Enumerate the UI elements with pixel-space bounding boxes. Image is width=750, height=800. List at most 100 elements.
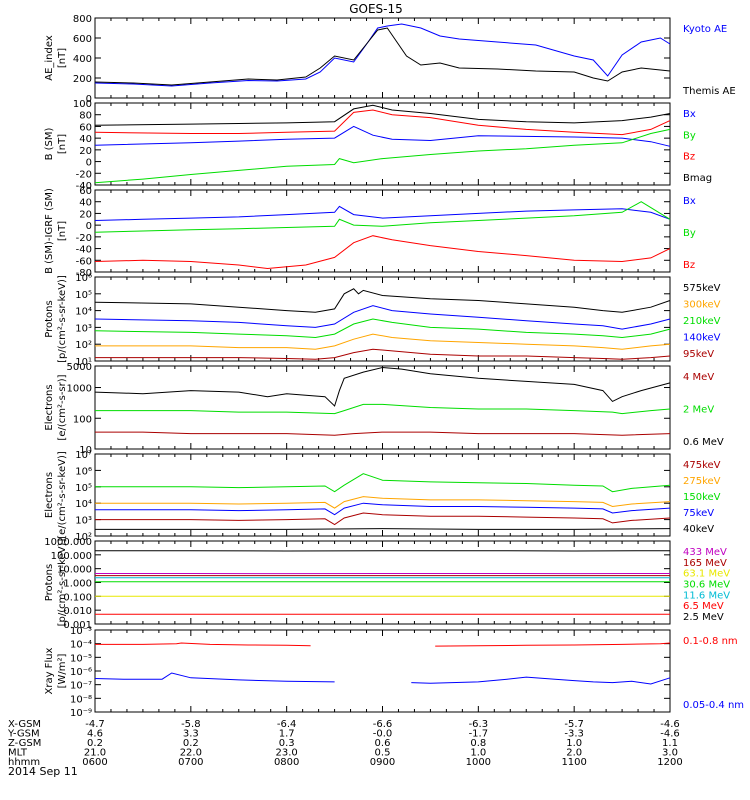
legend-label: 210keV [683, 316, 721, 327]
y-axis-label: [nT] [57, 134, 68, 154]
y-tick-label: -20 [76, 169, 92, 180]
legend-label: 140keV [683, 333, 721, 344]
legend-label: By [683, 130, 696, 141]
legend-label: 2.5 MeV [683, 612, 724, 623]
y-tick-label: 10³ [75, 323, 92, 334]
y-axis-label: Electrons [44, 472, 55, 518]
footer-value: 3.3 [183, 729, 199, 740]
y-tick-label: 10.000 [57, 565, 92, 576]
legend-label: Themis AE [682, 86, 736, 97]
legend-label: 63.1 MeV [683, 569, 730, 580]
y-tick-label: 40 [79, 134, 92, 145]
y-tick-label: 800 [73, 14, 92, 25]
panel-5: 10 100 1000 5000 Electrons [e/(cm²-s-sr)] 4 Me… [44, 362, 724, 456]
y-tick-label: 10⁶ [75, 466, 92, 477]
y-tick-label: 100.000 [51, 551, 92, 562]
y-tick-label: 0 [86, 158, 92, 169]
series-75kev [95, 502, 671, 516]
legend-label: 575keV [683, 283, 721, 294]
footer-value: -3.3 [564, 729, 584, 740]
footer-row-label: MLT [8, 748, 28, 759]
y-tick-label: 10⁻⁸ [70, 694, 92, 705]
y-tick-label: -60 [76, 256, 92, 267]
footer-value: 1.0 [566, 738, 582, 749]
panel-6: 10² 10³ 10⁴ 10⁵ 10⁶ 10⁷ Electrons [e/(cm²-s-sr-… [44, 450, 721, 543]
legend-label: 433 MeV [683, 547, 727, 558]
position-footer: X-GSMY-GSMZ-GSMMLThhmm-4.74.60.221.00600… [7, 719, 683, 768]
footer-value: -6.6 [373, 719, 393, 730]
y-tick-label: 40 [79, 198, 92, 209]
footer-value: -1.7 [469, 729, 489, 740]
y-tick-label: 100 [73, 414, 92, 425]
legend-label: 30.6 MeV [683, 580, 730, 591]
y-tick-label: 0 [86, 94, 92, 105]
footer-value: -4.6 [660, 729, 680, 740]
legend-label: Bx [683, 196, 696, 207]
legend-label: 95keV [683, 349, 714, 360]
panel-frame [94, 189, 671, 273]
y-axis-label: [nT] [57, 48, 68, 68]
series-bz [94, 235, 671, 270]
series-by [94, 128, 671, 184]
series-150kev [95, 473, 671, 493]
footer-row-label: Y-GSM [7, 729, 40, 740]
y-tick-label: 10² [75, 532, 92, 543]
y-tick-label: 10¹ [75, 357, 92, 368]
y-axis-label: [p/(cm²-s-sr-keV)] [57, 275, 68, 363]
footer-value: -4.6 [660, 719, 680, 730]
legend-label: 4 MeV [683, 372, 714, 383]
footer-value: 0.6 [375, 738, 391, 749]
legend-label: Bz [683, 152, 695, 163]
panel-frame [94, 540, 671, 625]
legend-label: 6.5 MeV [683, 601, 724, 612]
series-bx [94, 125, 671, 147]
y-tick-label: 10⁶ [75, 273, 92, 284]
series-2-mev [95, 403, 671, 415]
legend-label: 75keV [683, 508, 714, 519]
y-tick-label: 10⁻⁵ [70, 653, 92, 664]
series-0-05-0-4-nm [411, 676, 671, 685]
panel-frame [94, 365, 671, 450]
legend-label: 0.1-0.8 nm [683, 636, 738, 647]
legend-label: 0.05-0.4 nm [683, 700, 744, 711]
y-tick-label: 60 [79, 186, 92, 197]
footer-value: 1.1 [662, 738, 678, 749]
panel-7: 0.001 0.010 0.100 1.000 10.000 100.000 1000.00… [44, 537, 730, 631]
y-tick-label: 10⁻⁷ [70, 681, 92, 692]
footer-value: 3.0 [662, 748, 678, 759]
footer-value: -4.7 [85, 719, 105, 730]
y-axis-label: Xray Flux [44, 647, 55, 694]
y-tick-label: 100 [73, 99, 92, 110]
footer-row-label: hhmm [8, 757, 40, 768]
legend-label: 165 MeV [683, 558, 727, 569]
y-tick-label: 1000 [67, 384, 92, 395]
series-kyoto-ae [94, 23, 671, 87]
series-themis-ae [94, 27, 671, 86]
y-tick-label: 10⁵ [75, 290, 92, 301]
y-tick-label: 10² [75, 340, 92, 351]
y-tick-label: 0.010 [63, 606, 92, 617]
footer-value: 0.2 [183, 738, 199, 749]
y-tick-label: 10 [79, 445, 92, 456]
legend-label: 0.6 MeV [683, 437, 724, 448]
footer-row-label: X-GSM [8, 719, 41, 730]
legend-label: 11.6 MeV [683, 590, 730, 601]
y-axis-label: B (SM)-IGRF (SM) [44, 188, 55, 274]
panel-frame [94, 453, 671, 537]
footer-value: 21.0 [84, 748, 106, 759]
y-tick-label: -20 [76, 233, 92, 244]
series-bx [94, 205, 671, 221]
legend-label: By [683, 228, 696, 239]
footer-value: -5.7 [564, 719, 584, 730]
series-0-6-mev [94, 366, 671, 407]
y-tick-label: 10⁻³ [70, 626, 92, 637]
panel-1: 0 200 400 600 800 AE_index [nT] Kyoto AE Themis … [44, 14, 736, 105]
y-tick-label: -40 [76, 245, 92, 256]
y-tick-label: 10³ [75, 516, 92, 527]
y-tick-label: 400 [73, 54, 92, 65]
y-tick-label: 10⁴ [75, 499, 92, 510]
footer-value: 0.2 [87, 738, 103, 749]
legend-label: 2 MeV [683, 405, 714, 416]
